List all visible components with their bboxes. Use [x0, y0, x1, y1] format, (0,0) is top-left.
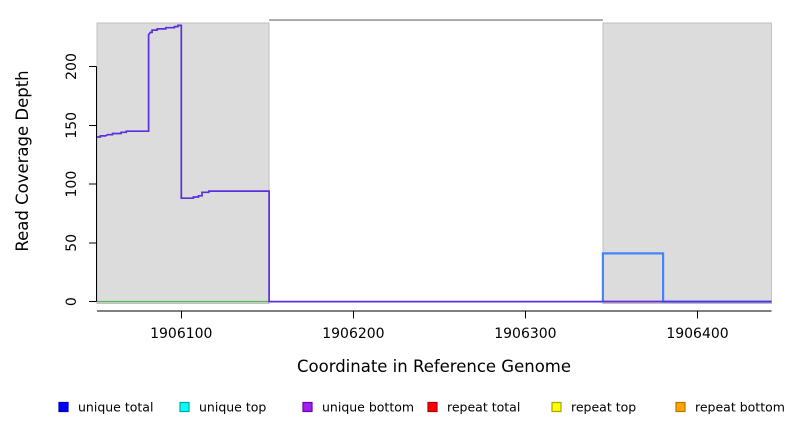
x-axis-label: Coordinate in Reference Genome: [297, 357, 571, 376]
legend-label: unique total: [78, 400, 153, 415]
series-unique-coverage-blue-violet-step-line: [97, 24, 772, 303]
x-tick-label: 1906200: [322, 326, 384, 342]
y-axis-label: Read Coverage Depth: [13, 70, 32, 251]
legend-swatch-unique-bottom: [302, 401, 313, 413]
y-tick-label: 100: [64, 171, 80, 198]
legend-item-unique-bottom: unique bottom: [302, 400, 414, 415]
legend-swatch-repeat-top: [551, 401, 562, 413]
legend-item-repeat-top: repeat top: [551, 400, 636, 415]
legend-label: unique bottom: [322, 400, 414, 415]
legend-item-unique-top: unique top: [179, 400, 266, 415]
shaded-region-left: [96, 22, 270, 304]
legend-item-unique-total: unique total: [58, 400, 153, 415]
legend-label: repeat total: [447, 400, 520, 415]
legend-item-repeat-total: repeat total: [427, 400, 520, 415]
legend: unique total unique top unique bottom repea…: [58, 400, 785, 415]
legend-swatch-repeat-bottom: [675, 401, 686, 413]
legend-label: repeat bottom: [695, 400, 785, 415]
legend-swatch-unique-total: [58, 401, 69, 413]
shaded-regions-layer: [96, 22, 773, 304]
legend-label: unique top: [199, 400, 266, 415]
y-tick-label: 0: [64, 297, 80, 306]
legend-swatch-unique-top: [179, 401, 190, 413]
y-tick-label: 150: [64, 112, 80, 139]
shaded-region-right: [602, 22, 773, 304]
x-tick-label: 1906300: [494, 326, 556, 342]
legend-item-repeat-bottom: repeat bottom: [675, 400, 785, 415]
axes-layer: 1906100 1906200 1906300 1906400 0 50 100 150 200: [64, 53, 772, 342]
y-tick-label: 200: [64, 53, 80, 80]
x-tick-label: 1906100: [150, 326, 212, 342]
legend-label: repeat top: [571, 400, 636, 415]
y-tick-label: 50: [64, 234, 80, 252]
data-series-layer: [97, 19, 772, 303]
x-tick-label: 1906400: [666, 326, 728, 342]
legend-swatch-repeat-total: [427, 401, 438, 413]
